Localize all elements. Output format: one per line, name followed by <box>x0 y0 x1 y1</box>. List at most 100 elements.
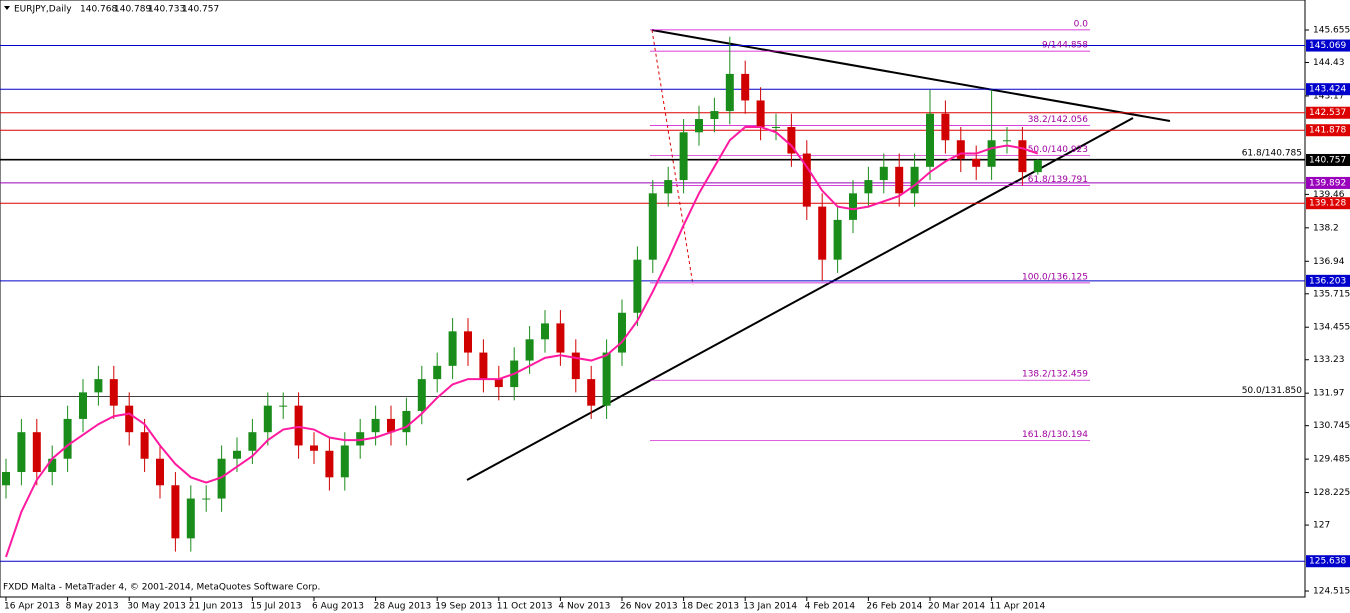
level-box <box>1306 555 1350 568</box>
level-box <box>1306 83 1350 96</box>
candle-body <box>525 339 534 361</box>
x-tick-label: 13 Jan 2014 <box>743 602 797 612</box>
header-value: 140.789 <box>114 5 151 15</box>
candle-body <box>310 445 318 451</box>
candle-body <box>556 323 565 353</box>
level-box <box>1306 153 1350 166</box>
y-tick-label: 127 <box>1313 521 1330 531</box>
x-tick-label: 4 Feb 2014 <box>805 602 856 612</box>
level-box <box>1306 39 1350 52</box>
candle-body <box>725 73 734 112</box>
candle-body <box>879 166 888 181</box>
fib-label: 0.0 <box>1074 19 1089 29</box>
candle-body <box>294 405 303 446</box>
fib-label: 38.2/142.056 <box>1028 115 1089 125</box>
menu-arrow <box>4 6 10 10</box>
candle-body <box>818 206 827 260</box>
candle-body <box>849 193 857 220</box>
candle-body <box>910 166 919 194</box>
header-value: 140.733 <box>148 5 185 15</box>
candle-body <box>864 180 873 194</box>
x-tick-label: 11 Apr 2014 <box>990 602 1046 612</box>
candle-body <box>1033 159 1042 173</box>
level-label: 145.069 <box>1309 41 1346 51</box>
y-tick-label: 134.455 <box>1313 323 1350 333</box>
footer: FXDD Malta - MetaTrader 4, © 2001-2014, … <box>3 583 320 593</box>
y-tick-label: 143.17 <box>1313 91 1345 101</box>
candle-body <box>895 166 904 194</box>
candle-body <box>279 405 288 407</box>
candle-body <box>710 111 719 120</box>
fib-anchor-line <box>651 29 694 286</box>
candle-body <box>741 73 750 101</box>
fib-label: 100.0/136.125 <box>1022 272 1088 282</box>
candle-body <box>171 485 180 539</box>
candle-body <box>417 379 426 411</box>
candle-body <box>356 432 365 446</box>
x-tick-label: 28 Aug 2013 <box>374 602 432 612</box>
fib-label: 50.0/140.923 <box>1028 145 1088 155</box>
candle-body <box>186 498 195 539</box>
candle-body <box>63 418 72 459</box>
x-tick-label: 15 Jul 2013 <box>250 602 301 612</box>
x-tick-label: 11 Oct 2013 <box>497 602 553 612</box>
candle-body <box>233 450 241 459</box>
chart-title: EURJPY,Daily <box>14 5 72 15</box>
y-tick-label: 133.23 <box>1313 355 1345 365</box>
header-value: 140.768 <box>80 5 117 15</box>
candle-body <box>479 352 488 380</box>
y-tick-label: 145.655 <box>1313 25 1350 35</box>
y-tick-label: 124.515 <box>1313 587 1350 597</box>
candle-body <box>833 219 842 260</box>
level-label: 140.757 <box>1309 155 1346 165</box>
candle-body <box>541 323 549 340</box>
candle-body <box>926 113 934 167</box>
x-tick-label: 6 Aug 2013 <box>312 602 364 612</box>
candle-body <box>109 379 118 406</box>
level-box <box>1306 274 1350 287</box>
candle-body <box>202 498 211 500</box>
plot-frame <box>0 0 1306 598</box>
level-box <box>1306 197 1350 210</box>
candle-body <box>32 432 41 473</box>
candle-body <box>448 331 457 366</box>
x-tick-label: 30 May 2013 <box>127 602 186 612</box>
candle-body <box>340 445 349 478</box>
candle-body <box>494 379 503 388</box>
candle-body <box>125 405 134 433</box>
candle-body <box>772 126 780 128</box>
fib-label: 161.8/130.194 <box>1022 430 1088 440</box>
candle-body <box>1003 140 1011 142</box>
y-tick-label: 130.745 <box>1313 421 1350 431</box>
candle-body <box>263 405 272 433</box>
candle-body <box>387 418 395 433</box>
y-tick-label: 138.2 <box>1313 223 1339 233</box>
candle-body <box>94 379 103 393</box>
candle-body <box>987 140 996 167</box>
level-label: 142.537 <box>1309 108 1346 118</box>
candle-body <box>325 450 334 478</box>
candle-body <box>802 153 811 207</box>
header-value: 140.757 <box>182 5 219 15</box>
candle-body <box>433 365 442 380</box>
candle-body <box>787 126 796 154</box>
candle-body <box>464 331 472 353</box>
level-label: 143.424 <box>1309 85 1346 95</box>
candle-body <box>140 432 149 459</box>
x-tick-label: 16 Apr 2013 <box>4 602 60 612</box>
candle-body <box>2 472 10 486</box>
fib-label: 61.8/140.785 <box>1242 149 1302 159</box>
level-box <box>1306 124 1350 137</box>
fib-label: 50.0/131.850 <box>1242 386 1303 396</box>
candle-body <box>79 392 87 419</box>
level-label: 141.878 <box>1309 126 1346 136</box>
candle-body <box>402 410 411 433</box>
candle-body <box>756 100 765 127</box>
level-box <box>1306 106 1350 119</box>
fib-label: 61.8/139.791 <box>1028 175 1088 185</box>
y-tick-label: 144.43 <box>1313 58 1345 68</box>
level-label: 139.128 <box>1309 199 1346 209</box>
y-tick-label: 129.485 <box>1313 455 1350 465</box>
candle-body <box>1018 140 1027 173</box>
